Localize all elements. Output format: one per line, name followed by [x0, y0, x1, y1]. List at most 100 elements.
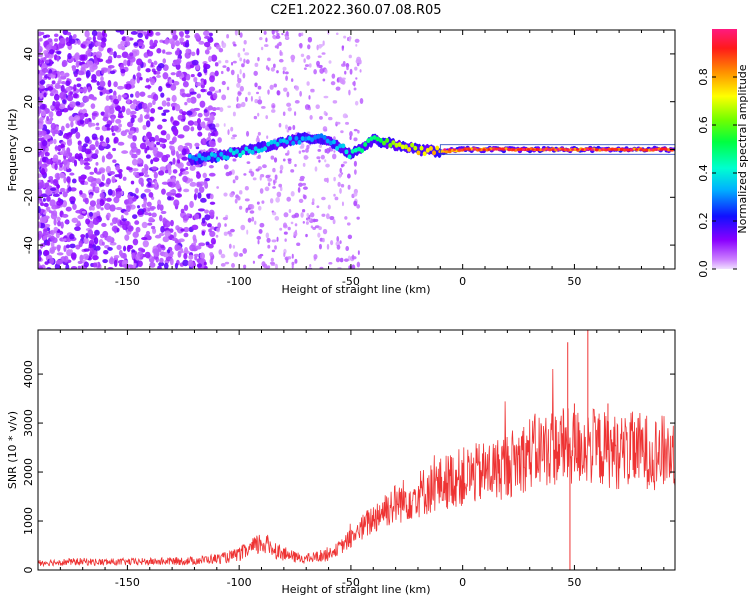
noise-blob — [75, 131, 81, 139]
noise-blob — [258, 229, 263, 234]
noise-blob — [165, 51, 173, 55]
noise-blob — [65, 80, 71, 87]
noise-blob — [45, 59, 50, 64]
noise-blob — [113, 226, 117, 234]
noise-blob — [267, 89, 270, 95]
noise-blob — [182, 259, 189, 267]
noise-blob — [65, 263, 70, 269]
spectrogram-y-tick-label: 40 — [22, 47, 35, 61]
noise-blob — [135, 127, 139, 134]
noise-blob — [54, 146, 61, 150]
noise-blob — [278, 183, 283, 188]
noise-blob — [194, 142, 200, 148]
noise-blob — [156, 203, 161, 211]
noise-blob — [53, 138, 57, 145]
noise-blob — [169, 189, 177, 194]
noise-blob — [258, 96, 261, 100]
noise-blob — [156, 151, 164, 158]
noise-blob — [323, 95, 329, 99]
signal-peak — [482, 148, 486, 151]
noise-blob — [71, 65, 77, 72]
noise-blob — [195, 245, 202, 250]
noise-blob — [279, 186, 283, 192]
noise-blob — [54, 163, 58, 171]
signal-core — [241, 150, 246, 155]
noise-blob — [216, 227, 220, 233]
noise-blob — [44, 249, 49, 256]
snr-x-label: Height of straight line (km) — [281, 583, 430, 596]
noise-blob — [38, 249, 43, 257]
noise-blob — [144, 85, 152, 89]
signal-peak — [566, 148, 570, 151]
signal-core — [297, 140, 302, 145]
noise-blob — [158, 85, 163, 92]
noise-blob — [73, 73, 78, 78]
noise-blob — [221, 94, 227, 101]
noise-blob — [274, 216, 280, 221]
noise-blob — [279, 227, 283, 231]
signal-peak — [507, 148, 511, 151]
noise-blob — [319, 266, 324, 269]
noise-blob — [303, 154, 309, 160]
noise-blob — [234, 30, 238, 36]
noise-blob — [215, 44, 221, 50]
noise-blob — [95, 245, 101, 251]
noise-blob — [80, 102, 85, 107]
signal-peak — [556, 148, 560, 151]
noise-blob — [186, 213, 191, 217]
noise-blob — [95, 122, 100, 126]
noise-blob — [173, 199, 180, 207]
noise-blob — [271, 239, 277, 243]
noise-blob — [70, 265, 78, 269]
noise-blob — [196, 93, 202, 99]
noise-blob — [63, 176, 67, 184]
noise-blob — [224, 223, 227, 227]
noise-blob — [147, 58, 152, 64]
signal-core — [187, 153, 192, 159]
noise-blob — [43, 92, 47, 98]
noise-blob — [356, 216, 360, 220]
noise-blob — [81, 61, 85, 65]
noise-blob — [115, 105, 122, 112]
noise-blob — [59, 37, 66, 44]
noise-blob — [102, 258, 108, 264]
noise-blob — [270, 155, 275, 160]
noise-blob — [101, 142, 108, 147]
noise-blob — [160, 210, 167, 215]
noise-blob — [345, 245, 350, 252]
noise-blob — [38, 173, 43, 178]
noise-blob — [62, 158, 68, 166]
noise-blob — [125, 83, 132, 90]
noise-blob — [105, 214, 109, 219]
noise-blob — [193, 213, 200, 220]
noise-blob — [286, 129, 290, 133]
noise-blob — [340, 172, 344, 175]
noise-blob — [282, 70, 285, 75]
noise-blob — [95, 210, 101, 217]
noise-blob — [353, 87, 357, 91]
noise-blob — [62, 238, 68, 242]
noise-blob — [214, 70, 219, 77]
noise-blob — [220, 70, 224, 75]
noise-blob — [160, 244, 165, 249]
noise-blob — [64, 72, 70, 77]
noise-blob — [290, 78, 294, 83]
noise-blob — [231, 61, 234, 66]
noise-blob — [183, 204, 189, 211]
noise-blob — [124, 129, 130, 133]
noise-blob — [329, 215, 335, 221]
signal-core — [335, 146, 340, 151]
noise-blob — [38, 199, 41, 204]
noise-blob — [222, 216, 228, 221]
noise-blob — [313, 218, 319, 222]
noise-blob — [135, 226, 141, 233]
noise-blob — [160, 92, 165, 98]
noise-blob — [311, 198, 315, 203]
noise-blob — [232, 179, 236, 184]
noise-blob — [162, 72, 169, 80]
noise-blob — [284, 238, 287, 242]
noise-blob — [305, 148, 309, 153]
snr-y-tick-label: 2000 — [22, 458, 35, 486]
noise-blob — [130, 180, 135, 185]
noise-blob — [285, 124, 288, 130]
